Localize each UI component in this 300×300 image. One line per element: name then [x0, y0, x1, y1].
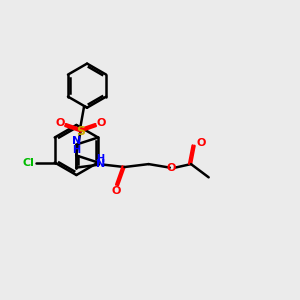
Text: H: H: [96, 154, 104, 164]
Text: S: S: [76, 125, 85, 138]
Text: O: O: [112, 186, 121, 196]
Text: N: N: [71, 136, 81, 146]
Text: N: N: [96, 159, 105, 169]
Text: O: O: [167, 163, 176, 173]
Text: O: O: [196, 138, 206, 148]
Text: O: O: [55, 118, 65, 128]
Text: O: O: [97, 118, 106, 128]
Text: Cl: Cl: [22, 158, 34, 167]
Text: H: H: [72, 145, 80, 155]
